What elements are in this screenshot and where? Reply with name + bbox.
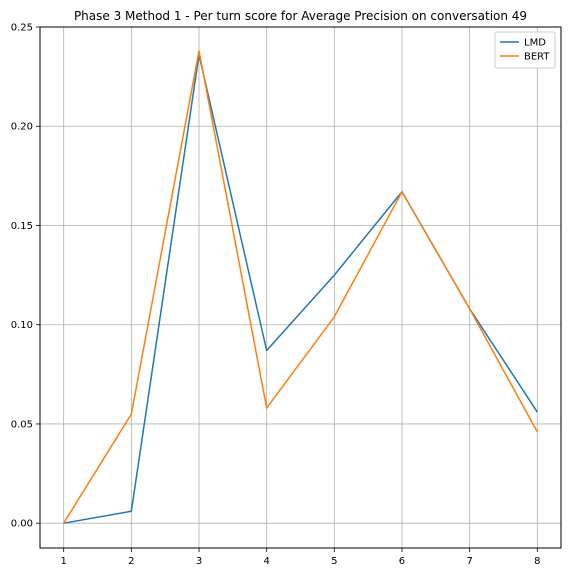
x-tick-label: 1 (60, 556, 66, 567)
legend-label: BERT (524, 52, 550, 63)
series-line-bert (63, 50, 538, 524)
chart-title: Phase 3 Method 1 - Per turn score for Av… (74, 9, 527, 23)
legend-label: LMD (524, 38, 546, 49)
axis-ticks: 1 2 3 4 5 6 7 8 0.00 0.05 0.10 0.15 0.20 0.25 (11, 23, 541, 568)
y-tick-label: 0.15 (11, 221, 33, 232)
y-tick-label: 0.10 (11, 320, 33, 331)
x-tick-label: 7 (466, 556, 472, 567)
x-tick-label: 2 (128, 556, 134, 567)
x-tick-label: 5 (331, 556, 337, 567)
plot-area-frame (39, 26, 562, 549)
legend-box (494, 31, 556, 69)
x-tick-label: 6 (399, 556, 405, 567)
y-tick-label: 0.20 (11, 122, 33, 133)
series-lines (63, 50, 538, 524)
legend: LMD BERT (494, 31, 556, 69)
x-tick-label: 3 (196, 556, 202, 567)
x-tick-label: 8 (534, 556, 540, 567)
y-tick-label: 0.05 (11, 419, 33, 430)
y-tick-label: 0.25 (11, 23, 33, 34)
y-tick-label: 0.00 (11, 519, 33, 530)
x-tick-label: 4 (263, 556, 269, 567)
